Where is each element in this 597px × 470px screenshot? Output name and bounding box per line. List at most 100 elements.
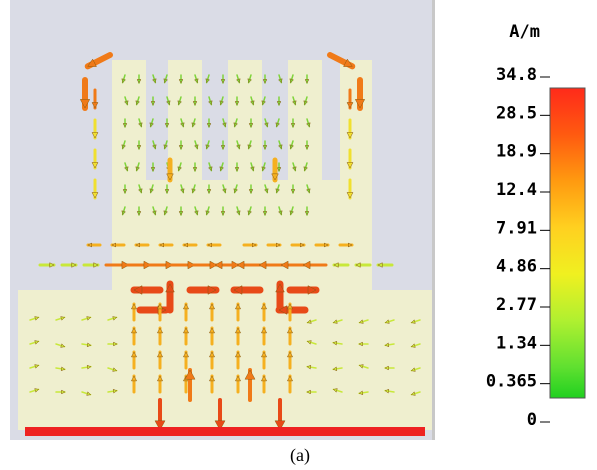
arrow-head <box>61 389 66 395</box>
colorbar-label: 18.9 <box>496 142 537 162</box>
arrow-head <box>252 242 257 248</box>
arrow-head <box>260 375 268 382</box>
arrow-head <box>180 188 185 194</box>
arrow-head <box>187 260 196 270</box>
arrow-head <box>355 262 361 268</box>
arrow-head <box>261 100 266 106</box>
arrow-head <box>250 100 255 106</box>
arrow-head <box>166 100 171 106</box>
arrow-head <box>410 319 416 324</box>
colorbar-label: 0.365 <box>486 372 537 392</box>
arrow-head <box>205 78 210 84</box>
colorbar-labels: 34.8 28.5 18.9 12.4 7.91 4.86 2.77 1.34 0.365 0 <box>486 65 550 430</box>
colorbar-label: 12.4 <box>496 180 537 200</box>
arrow-head <box>222 122 227 128</box>
arrow-head <box>86 391 92 396</box>
arrow-head <box>303 100 308 106</box>
arrow-head <box>91 162 99 169</box>
arrow-head <box>135 100 140 106</box>
arrow-head <box>87 242 92 248</box>
arrow-head <box>248 123 254 128</box>
arrow-head <box>306 122 311 128</box>
arrow-head <box>86 342 92 348</box>
arrow-head <box>130 375 138 382</box>
arrow-head <box>91 102 99 109</box>
arrow-head <box>91 132 99 139</box>
arrow-head <box>79 99 91 109</box>
arrow-head <box>208 166 213 172</box>
arrow-head <box>136 211 142 216</box>
arrow-head <box>358 319 364 324</box>
arrow-head <box>163 210 168 216</box>
arrow-head <box>220 211 226 216</box>
arrow-head <box>194 78 199 84</box>
arrow-head <box>136 145 142 150</box>
arrow-head <box>154 420 166 431</box>
arrow-head <box>49 262 55 268</box>
arrow-head <box>222 188 227 194</box>
arrow-head <box>191 188 196 194</box>
arrow-head <box>130 327 138 334</box>
arrow-head <box>384 342 390 348</box>
arrow-head <box>138 122 143 128</box>
arrow-head <box>214 260 223 270</box>
arrow-head <box>377 262 383 268</box>
arrow-head <box>121 210 126 216</box>
arrow-head <box>278 144 283 150</box>
arrow-head <box>112 388 118 394</box>
divider <box>432 0 435 440</box>
ground-strip <box>25 427 425 436</box>
arrow-head <box>192 167 198 172</box>
arrow-head <box>111 242 116 248</box>
colorbar-label: 1.34 <box>496 333 537 353</box>
arrow-head <box>244 369 256 380</box>
arrow-head <box>178 79 184 84</box>
field-arrows <box>29 52 421 432</box>
arrow-head <box>286 327 294 334</box>
arrow-head <box>410 367 416 372</box>
arrow-head <box>191 122 196 128</box>
arrow-head <box>250 166 255 172</box>
arrow-head <box>289 210 294 216</box>
arrow-head <box>220 79 226 84</box>
arrow-head <box>219 100 224 106</box>
colorbar-label: 28.5 <box>496 103 537 123</box>
colorbar <box>549 87 586 399</box>
arrow-head <box>332 319 338 324</box>
arrow-head <box>208 351 216 358</box>
arrow-head <box>236 144 241 150</box>
arrow-head <box>130 303 138 310</box>
arrow-head <box>290 123 296 128</box>
arrow-head <box>304 211 310 216</box>
arrow-head <box>236 260 245 270</box>
arrow-head <box>156 375 164 382</box>
arrow-head <box>86 364 92 370</box>
arrow-head <box>286 351 294 358</box>
arrow-head <box>332 366 338 372</box>
arrow-head <box>275 122 280 128</box>
arrow-head <box>274 420 286 431</box>
arrow-head <box>166 173 174 181</box>
arrow-head <box>71 262 77 268</box>
arrow-head <box>207 242 212 248</box>
arrow-head <box>233 285 243 295</box>
arrow-head <box>220 145 226 150</box>
arrow-head <box>358 341 363 347</box>
arrow-head <box>164 123 170 128</box>
arrow-head <box>177 166 182 172</box>
arrow-head <box>280 260 289 270</box>
arrow-head <box>60 366 66 372</box>
arrow-head <box>34 340 40 345</box>
arrow-head <box>324 242 329 248</box>
arrow-head <box>333 262 339 268</box>
structure <box>18 60 432 430</box>
arrow-head <box>112 316 118 321</box>
arrow-head <box>384 319 390 324</box>
arrow-head <box>346 162 354 169</box>
arrow-head <box>121 144 126 150</box>
arrow-head <box>247 144 252 150</box>
arrow-head <box>163 144 168 150</box>
arrow-head <box>143 260 152 270</box>
arrow-head <box>260 351 268 358</box>
arrow-head <box>184 369 196 380</box>
